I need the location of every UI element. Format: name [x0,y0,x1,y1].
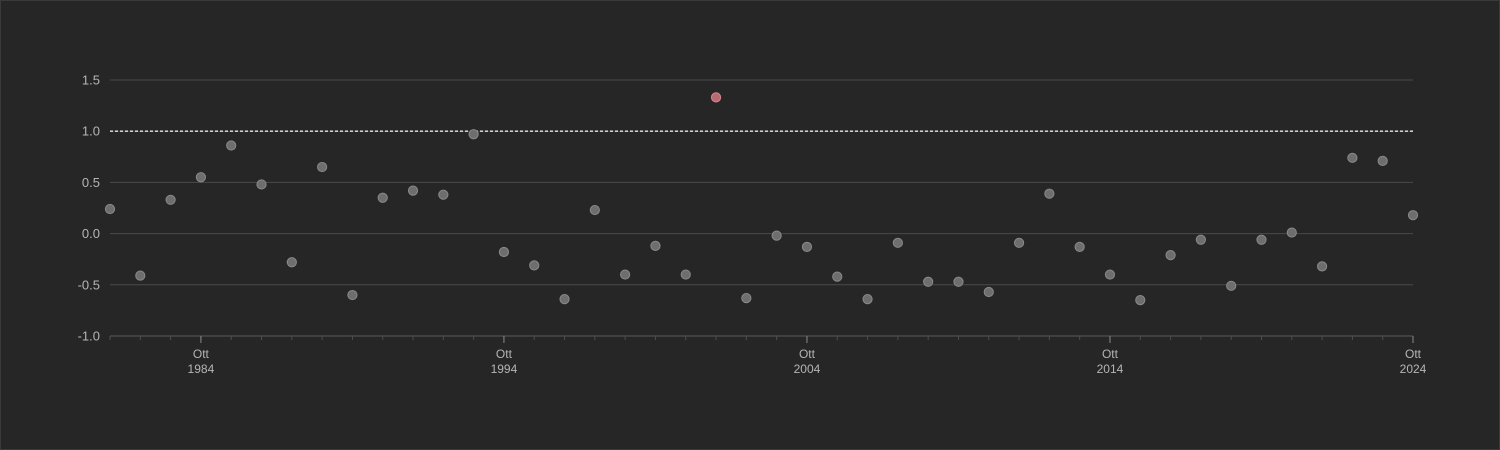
y-tick-label: -0.5 [78,277,100,292]
data-point[interactable] [1104,269,1116,280]
data-point[interactable] [1316,261,1328,272]
x-tick-year: 1994 [491,362,518,376]
x-tick-year: 1984 [188,362,215,376]
data-point[interactable] [498,246,510,258]
data-point[interactable] [256,179,267,190]
data-point[interactable] [1013,237,1025,248]
data-points [104,92,1419,306]
data-point[interactable] [438,189,449,200]
y-axis-ticks: 1.5 1.0 0.5 0.0 -0.5 -1.0 [78,73,100,344]
data-point[interactable] [317,161,328,173]
data-point[interactable] [165,194,176,205]
data-point[interactable] [589,204,600,216]
data-point[interactable] [892,237,903,248]
x-tick-year: 2014 [1097,362,1124,376]
data-point[interactable] [983,286,994,298]
x-tick-year: 2024 [1400,362,1427,376]
y-tick-label: 0.0 [82,226,100,241]
data-point[interactable] [347,289,358,301]
data-point[interactable] [286,257,297,268]
data-point[interactable] [650,240,661,251]
data-point[interactable] [1226,280,1237,291]
data-point[interactable] [1195,234,1206,245]
data-point[interactable] [1377,155,1388,166]
gridlines [110,79,1413,337]
data-point[interactable] [801,241,813,253]
data-point[interactable] [1347,152,1358,163]
data-point[interactable] [741,293,752,304]
x-tick-month: Ott [1405,347,1422,361]
data-point[interactable] [832,271,843,282]
data-point[interactable] [862,294,873,305]
y-tick-label: 1.0 [82,124,100,139]
data-point[interactable] [953,276,964,287]
highlighted-data-point[interactable] [710,92,722,103]
data-point[interactable] [1256,234,1267,245]
x-tick-month: Ott [496,347,513,361]
data-point[interactable] [407,185,419,196]
x-tick-month: Ott [1102,347,1119,361]
data-point[interactable] [1074,241,1085,253]
x-tick-year: 2004 [794,362,821,376]
y-tick-label: 1.5 [82,73,100,88]
y-tick-label: -1.0 [78,329,100,344]
data-point[interactable] [1165,250,1176,261]
data-point[interactable] [1286,227,1297,238]
data-point[interactable] [377,192,388,203]
data-point[interactable] [529,260,540,271]
data-point[interactable] [135,270,146,281]
data-point[interactable] [1407,210,1419,221]
data-point[interactable] [1044,188,1055,199]
x-tick-month: Ott [193,347,210,361]
x-tick-month: Ott [799,347,816,361]
data-point[interactable] [680,269,691,280]
data-point[interactable] [468,129,479,140]
data-point[interactable] [226,140,237,151]
data-point[interactable] [195,172,207,183]
data-point[interactable] [559,294,570,305]
data-point[interactable] [1135,295,1146,306]
data-point[interactable] [620,269,631,280]
data-point[interactable] [771,230,782,241]
y-tick-label: 0.5 [82,175,100,190]
data-point[interactable] [104,203,116,215]
data-point[interactable] [923,276,934,287]
